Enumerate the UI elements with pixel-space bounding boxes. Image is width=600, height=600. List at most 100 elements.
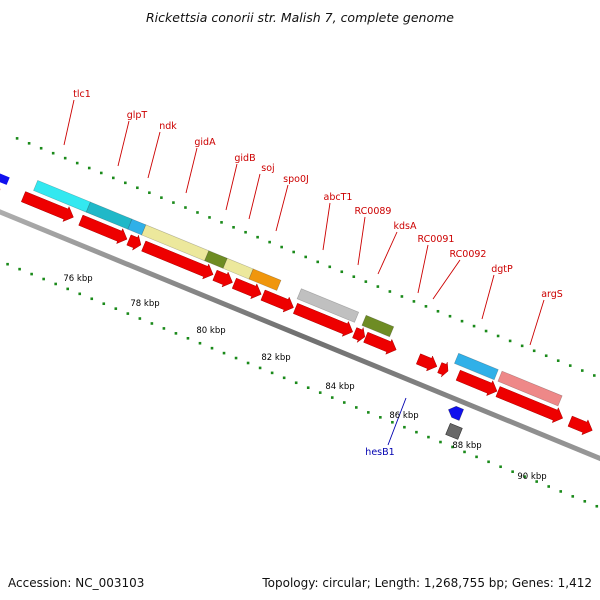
scale-tick-label: 80 kbp: [196, 326, 225, 336]
gc-dot: [282, 376, 286, 380]
gc-dot: [367, 411, 370, 414]
gc-dot: [439, 440, 442, 444]
gc-dot: [472, 324, 476, 328]
gc-dot: [391, 420, 394, 424]
gc-dot: [258, 366, 262, 370]
gene-arrow: [352, 326, 366, 344]
gc-dot: [112, 176, 115, 180]
gene-arrows: [20, 191, 593, 440]
gc-dot: [342, 401, 346, 404]
gc-dot: [124, 181, 127, 185]
scale-tick-label: 84 kbp: [325, 382, 354, 392]
gc-dot: [568, 364, 572, 367]
gc-dot: [162, 327, 166, 330]
gc-dot: [460, 319, 464, 323]
cog-bars: [0, 173, 563, 407]
gene-arrow: [292, 302, 354, 337]
gene-arrow: [567, 415, 593, 436]
gc-dot: [51, 151, 55, 155]
gc-dot: [487, 460, 490, 464]
scale-tick-label: 76 kbp: [63, 274, 92, 284]
cog-bar: [454, 352, 499, 381]
gc-dot: [6, 262, 9, 266]
gene-arrow: [495, 386, 564, 424]
gc-dot: [544, 354, 548, 358]
gc-dot: [18, 267, 21, 271]
cog-bar-edge: [0, 173, 10, 185]
gene-label-gida: gidA: [194, 137, 216, 148]
gene-label-abct1: abcT1: [324, 192, 353, 203]
gc-dot: [412, 300, 416, 303]
gene-label-gidb: gidB: [234, 153, 255, 164]
gc-dot: [523, 475, 526, 478]
gene-arrow: [260, 289, 294, 313]
gc-dot: [210, 346, 214, 350]
gene-label-hesb1: hesB1: [365, 447, 394, 458]
leader-line: [248, 173, 261, 220]
gc-dot: [388, 290, 392, 293]
leader-line: [357, 216, 366, 266]
gc-dot: [66, 287, 69, 291]
gc-dot: [532, 349, 536, 353]
gene-label-args: argS: [541, 289, 563, 300]
gc-dot: [595, 504, 599, 508]
gc-dot: [75, 161, 79, 165]
gc-dot: [126, 312, 130, 315]
gene-label-kdsa: kdsA: [394, 221, 417, 232]
gene-arrow: [78, 214, 128, 245]
cog-bar: [361, 314, 395, 338]
leader-line: [117, 120, 130, 167]
gc-dot: [520, 344, 524, 348]
gene-label-rc0092: RC0092: [450, 249, 487, 260]
gene-arrow: [231, 277, 262, 300]
gc-dot: [580, 369, 584, 372]
gc-dot: [54, 282, 57, 286]
gc-dot: [556, 359, 560, 362]
gc-dot: [448, 314, 452, 318]
gene-label-tlc1: tlc1: [73, 89, 91, 100]
gene-arrow: [126, 234, 142, 251]
gc-dots-inner: [6, 262, 599, 508]
gc-dots-outer: [15, 137, 596, 377]
gc-dot: [270, 371, 274, 375]
cog-bar: [248, 268, 282, 291]
gc-dot: [150, 322, 154, 325]
gc-dot: [593, 374, 596, 377]
gc-dot: [424, 305, 428, 308]
topology-summary: Topology: circular; Length: 1,268,755 bp…: [262, 576, 592, 590]
scale-tick-label: 88 kbp: [452, 441, 481, 451]
gc-dot: [415, 430, 418, 434]
gc-dot: [499, 465, 502, 469]
gene-arrow: [455, 369, 498, 397]
gc-dot: [294, 381, 298, 385]
scale-ticks: 76 kbp 78 kbp 80 kbp 82 kbp 84 kbp 86 kbp 88 k…: [63, 274, 546, 482]
gc-dot: [379, 416, 382, 419]
gc-dot: [292, 250, 295, 254]
leader-line: [185, 147, 198, 194]
gc-dot: [330, 396, 334, 399]
cog-bar-edge: [0, 188, 1, 191]
gc-dot: [306, 386, 310, 389]
leader-line: [275, 184, 289, 232]
gc-dot: [571, 495, 575, 498]
map-title: Rickettsia conorii str. Malish 7, comple…: [145, 10, 454, 25]
gc-dot: [87, 166, 91, 170]
gc-dot: [90, 297, 94, 301]
gc-dot: [99, 171, 103, 175]
leader-line: [432, 259, 461, 300]
gc-dot: [222, 351, 226, 355]
gc-dot: [400, 295, 404, 298]
gc-dot: [355, 406, 358, 409]
gc-dot: [559, 490, 563, 493]
gc-dot: [198, 341, 202, 345]
gc-dot: [340, 270, 344, 274]
gc-dot: [403, 425, 406, 429]
gc-dot: [496, 334, 500, 338]
scale-tick-label: 90 kbp: [517, 472, 546, 482]
gc-dot: [376, 285, 380, 288]
gene-label-rc0091: RC0091: [418, 234, 455, 245]
gc-dot: [114, 307, 118, 310]
gene-labels: tlc1 glpT ndk gidA gidB soj spo0J abcT1RC0089kd…: [63, 89, 563, 458]
gene-label-ndk: ndk: [159, 121, 177, 132]
